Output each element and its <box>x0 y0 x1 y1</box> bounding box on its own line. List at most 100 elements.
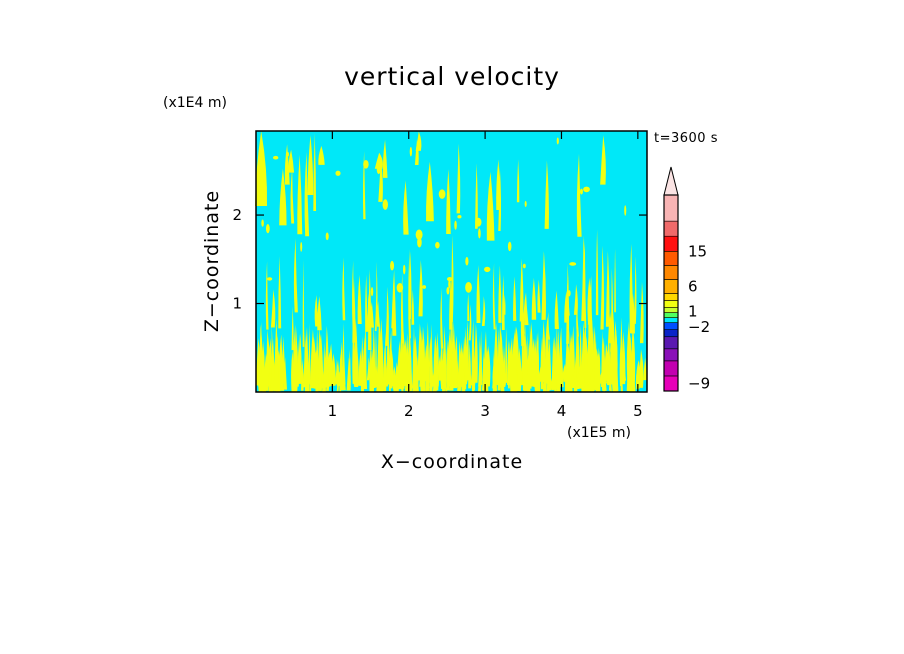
updraft-contour <box>512 331 518 386</box>
updraft-contour <box>376 301 380 327</box>
updraft-contour <box>266 277 273 281</box>
updraft-contour <box>457 340 462 392</box>
colorbar-extend-arrow <box>663 166 679 196</box>
updraft-contour <box>587 277 592 322</box>
updraft-contour <box>566 263 570 344</box>
updraft-contour <box>506 339 510 385</box>
updraft-contour <box>465 319 469 381</box>
updraft-contour <box>442 348 445 392</box>
updraft-contour <box>438 355 443 381</box>
updraft-contour <box>493 363 497 382</box>
updraft-contour <box>310 329 316 386</box>
updraft-contour <box>547 311 551 340</box>
updraft-contour <box>353 317 358 381</box>
time-label: t=3600 s <box>654 131 718 146</box>
updraft-contour <box>286 151 289 157</box>
updraft-contour <box>492 350 495 389</box>
colorbar-swatch <box>663 322 679 330</box>
updraft-contour <box>283 357 288 390</box>
updraft-contour <box>270 289 276 328</box>
plot-frame <box>255 130 648 393</box>
updraft-contour <box>296 339 300 387</box>
updraft-contour <box>390 260 395 271</box>
updraft-contour <box>357 274 362 324</box>
updraft-contour <box>352 278 356 343</box>
updraft-contour <box>370 376 374 392</box>
updraft-contour <box>498 265 502 323</box>
updraft-contour <box>419 338 425 383</box>
updraft-contour <box>569 262 577 266</box>
colorbar: 15 6 1−2 −9 <box>663 166 710 392</box>
updraft-contour <box>614 333 619 392</box>
updraft-contour <box>284 144 290 185</box>
updraft-contour <box>300 242 303 252</box>
updraft-contour <box>259 359 263 392</box>
updraft-contour <box>317 296 322 331</box>
updraft-contour <box>290 168 295 224</box>
updraft-contour <box>531 277 537 320</box>
updraft-contour <box>438 189 446 199</box>
updraft-contour <box>379 377 385 390</box>
updraft-contour <box>278 256 282 329</box>
updraft-contour <box>293 238 298 313</box>
updraft-contour <box>481 296 486 326</box>
updraft-contour <box>542 363 547 392</box>
updraft-contour <box>548 334 552 391</box>
x-tick-label: 5 <box>633 402 643 420</box>
updraft-contour <box>444 371 448 392</box>
updraft-contour <box>411 289 415 325</box>
updraft-contour <box>304 151 310 237</box>
positive-velocity-contours <box>255 131 647 392</box>
updraft-contour <box>402 264 406 275</box>
updraft-contour <box>291 306 294 351</box>
updraft-contour <box>600 245 605 330</box>
updraft-contour <box>457 214 462 219</box>
updraft-contour <box>408 358 412 383</box>
updraft-contour <box>519 258 524 322</box>
updraft-contour <box>643 357 647 381</box>
updraft-contour <box>363 159 369 169</box>
colorbar-swatch <box>663 307 679 313</box>
updraft-contour <box>298 333 303 383</box>
updraft-contour <box>600 135 606 185</box>
updraft-contour <box>449 277 453 330</box>
updraft-contour <box>363 337 367 383</box>
updraft-contour <box>403 180 409 235</box>
updraft-contour <box>301 358 304 391</box>
updraft-contour <box>395 373 400 387</box>
updraft-contour <box>318 145 325 165</box>
updraft-contour <box>376 332 381 392</box>
updraft-contour <box>475 217 482 227</box>
updraft-contour <box>322 341 326 391</box>
updraft-contour <box>476 264 481 323</box>
updraft-contour <box>416 354 419 390</box>
updraft-contour <box>601 330 604 388</box>
updraft-contour <box>522 263 526 269</box>
updraft-contour <box>446 287 450 295</box>
x-axis-label: X−coordinate <box>381 451 523 473</box>
updraft-contour <box>426 161 434 222</box>
x-unit-label: (x1E5 m) <box>567 425 631 441</box>
updraft-contour <box>307 135 314 196</box>
updraft-contour <box>593 348 600 390</box>
colorbar-label: −9 <box>688 374 710 392</box>
x-tick-label: 3 <box>480 402 490 420</box>
updraft-contour <box>374 152 383 169</box>
updraft-contour <box>346 357 351 391</box>
updraft-contour <box>523 336 529 392</box>
updraft-contour <box>454 220 457 230</box>
updraft-contour <box>324 325 329 388</box>
colorbar-swatch <box>663 348 679 362</box>
updraft-contour <box>553 345 556 384</box>
updraft-contour <box>498 351 503 383</box>
updraft-contour <box>370 287 374 297</box>
updraft-contour <box>610 267 614 352</box>
updraft-contour <box>537 279 541 313</box>
updraft-contour <box>448 279 451 289</box>
updraft-contour <box>268 360 272 386</box>
x-tick-label: 1 <box>328 402 338 420</box>
updraft-contour <box>516 159 520 203</box>
updraft-contour <box>303 332 307 388</box>
updraft-contour <box>440 287 444 349</box>
